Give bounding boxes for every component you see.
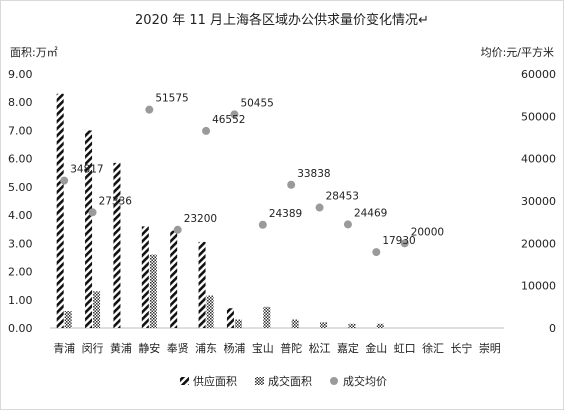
x-tick-label: 青浦 (53, 342, 75, 355)
y2-tick-label: 10000 (521, 280, 556, 293)
price-data-label: 24389 (269, 208, 302, 220)
legend-swatch (180, 377, 189, 385)
y-tick-label: 6.00 (8, 153, 33, 166)
x-tick-label: 金山 (365, 341, 387, 355)
legend-swatch (255, 377, 264, 385)
price-data-label: 24469 (354, 207, 387, 219)
chart-title: 2020 年 11 月上海各区域办公供求量价变化情况↵ (135, 13, 429, 28)
deal-bar (234, 319, 242, 328)
supply-bar (198, 241, 206, 328)
x-tick-label: 宝山 (252, 341, 274, 355)
y-tick-label: 4.00 (8, 209, 33, 222)
x-tick-label: 黄浦 (110, 341, 132, 355)
deal-bar (376, 323, 384, 328)
x-tick-label: 奉贤 (167, 341, 189, 355)
y-tick-label: 5.00 (8, 181, 33, 194)
x-tick-label: 嘉定 (337, 341, 359, 355)
x-tick-label: 长宁 (450, 341, 472, 355)
right-axis-unit: 均价:元/平方米 (480, 46, 554, 59)
deal-bar (263, 306, 271, 328)
price-dot (372, 248, 381, 257)
x-tick-label: 静安 (138, 341, 160, 355)
y2-tick-label: 60000 (521, 68, 556, 81)
y-tick-label: 9.00 (8, 68, 33, 81)
price-dot (343, 220, 352, 229)
x-tick-label: 徐汇 (422, 341, 444, 355)
price-data-label: 27336 (99, 195, 133, 207)
price-data-label: 50455 (240, 97, 273, 109)
price-data-label: 28453 (326, 191, 359, 203)
y2-tick-label: 40000 (521, 153, 556, 166)
x-tick-label: 闵行 (82, 341, 104, 355)
supply-bar (85, 130, 93, 328)
price-data-label: 33838 (297, 168, 330, 180)
x-tick-label: 松江 (309, 341, 331, 355)
legend-label: 供应面积 (193, 374, 237, 388)
price-dot (173, 225, 182, 234)
price-dot (230, 110, 239, 119)
x-tick-label: 杨浦 (223, 341, 245, 355)
price-data-label: 46552 (212, 114, 245, 126)
y-tick-label: 8.00 (8, 96, 33, 109)
price-data-label: 20000 (411, 226, 444, 238)
deal-bar (320, 322, 328, 328)
y2-tick-label: 20000 (521, 237, 556, 250)
price-dot (60, 176, 69, 185)
price-dot (258, 220, 267, 229)
supply-bar (170, 230, 178, 328)
price-dot (315, 203, 324, 212)
price-dot (287, 180, 296, 189)
y-tick-label: 3.00 (8, 237, 33, 250)
supply-bar (141, 226, 149, 328)
y2-tick-label: 0 (549, 322, 556, 335)
supply-bar (113, 162, 121, 328)
x-tick-label: 崇明 (479, 342, 501, 355)
y-tick-label: 1.00 (8, 294, 33, 307)
legend-label: 成交面积 (268, 374, 312, 388)
price-dot (145, 105, 154, 114)
legend-swatch (330, 377, 338, 385)
supply-bar (56, 93, 64, 328)
price-dot (400, 239, 409, 248)
y-tick-label: 2.00 (8, 266, 33, 279)
deal-bar (93, 291, 101, 328)
supply-bar (226, 308, 234, 328)
deal-bar (206, 295, 214, 328)
price-data-label: 34817 (70, 164, 103, 176)
price-data-label: 17930 (382, 235, 415, 247)
deal-bar (291, 319, 299, 328)
x-tick-label: 虹口 (394, 342, 416, 355)
deal-bar (348, 323, 356, 328)
legend-label: 成交均价 (343, 374, 387, 388)
x-tick-label: 普陀 (280, 341, 302, 355)
y-tick-label: 7.00 (8, 124, 33, 137)
deal-bar (64, 311, 72, 328)
y2-tick-label: 50000 (521, 110, 556, 123)
price-dot (88, 208, 97, 217)
deal-bar (149, 254, 157, 328)
left-axis-unit: 面积:万㎡ (10, 46, 58, 59)
y-tick-label: 0.00 (8, 322, 33, 335)
y2-tick-label: 30000 (521, 195, 556, 208)
price-data-label: 23200 (184, 213, 217, 225)
price-dot (202, 126, 211, 135)
price-data-label: 51575 (155, 93, 188, 105)
x-tick-label: 浦东 (195, 342, 217, 355)
